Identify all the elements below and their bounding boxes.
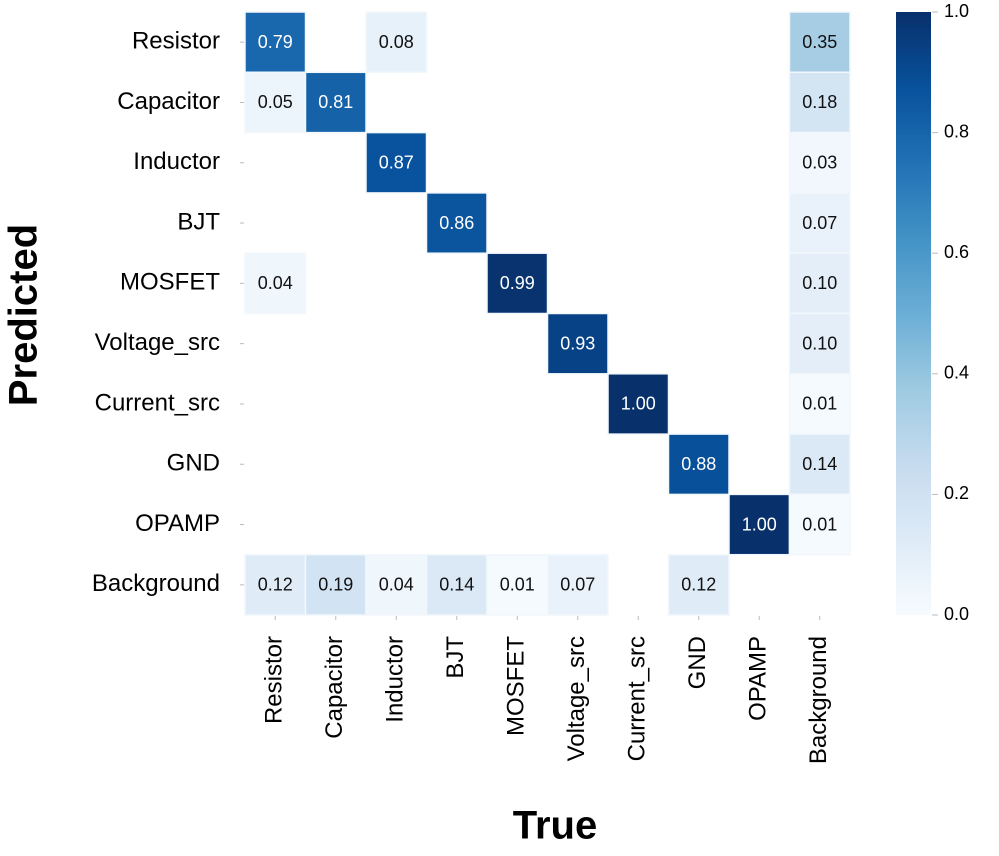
x-tick-label: Background	[805, 636, 832, 764]
y-tick-label: Background	[92, 570, 220, 597]
heatmap-cell	[365, 11, 428, 74]
heatmap-cell	[425, 192, 488, 254]
cell-label: 0.18	[802, 92, 837, 112]
cell-label: 0.07	[560, 575, 595, 595]
heatmap-cell	[667, 433, 730, 496]
cell-label: 0.87	[379, 153, 414, 173]
x-axis-title: True	[513, 804, 597, 848]
cell-label: 0.01	[500, 575, 535, 595]
heatmap-cell	[728, 493, 791, 556]
cell-label: 0.86	[439, 213, 474, 233]
x-tick-label: Current_src	[624, 636, 651, 761]
heatmap-cell	[244, 553, 307, 616]
x-tick-label: MOSFET	[503, 636, 530, 736]
heatmap-cell	[607, 373, 670, 435]
heatmap-cell	[365, 131, 428, 194]
heatmap-cell	[486, 553, 549, 616]
x-tick-label: Capacitor	[321, 636, 348, 739]
colorbar-tick-label: 0.0	[944, 604, 969, 624]
heatmap-cell	[304, 71, 367, 134]
cell-label: 0.04	[379, 575, 414, 595]
cell-label: 0.79	[258, 32, 293, 52]
cell-label: 1.00	[621, 394, 656, 414]
heatmap-cell	[667, 553, 730, 616]
heatmap-cell	[546, 553, 609, 616]
cell-label: 0.12	[258, 575, 293, 595]
cell-label: 0.35	[802, 32, 837, 52]
colorbar-tick-label: 1.0	[944, 1, 969, 21]
x-tick-label: Voltage_src	[563, 636, 590, 761]
cell-label: 0.19	[318, 575, 353, 595]
y-tick-label: Inductor	[133, 148, 220, 175]
cell-label: 0.14	[802, 454, 837, 474]
cell-label: 0.10	[802, 273, 837, 293]
y-tick-label: Resistor	[132, 27, 220, 54]
cell-label: 0.03	[802, 153, 837, 173]
colorbar-tick-label: 0.8	[944, 121, 969, 141]
heatmap-cell	[546, 312, 609, 375]
heatmap-cell	[788, 312, 851, 375]
cell-label: 1.00	[742, 514, 777, 534]
heatmap-cell	[788, 192, 851, 254]
y-tick-label: GND	[167, 450, 220, 477]
x-tick-label: GND	[684, 636, 711, 689]
x-tick-label: BJT	[442, 636, 469, 679]
y-tick-label: Voltage_src	[95, 329, 220, 356]
cell-label: 0.04	[258, 273, 293, 293]
cell-label: 0.08	[379, 32, 414, 52]
x-tick-label: Resistor	[261, 636, 288, 724]
y-tick-label: Current_src	[95, 389, 220, 416]
x-tick-label: OPAMP	[745, 636, 772, 721]
cell-label: 0.12	[681, 575, 716, 595]
colorbar-tick-label: 0.6	[944, 242, 969, 262]
heatmap-cell	[788, 11, 851, 74]
y-tick-label: MOSFET	[120, 269, 220, 296]
cell-label: 0.07	[802, 213, 837, 233]
heatmap-cell	[304, 553, 367, 616]
cell-label: 0.01	[802, 394, 837, 414]
colorbar	[896, 12, 931, 615]
y-tick-label: OPAMP	[135, 510, 220, 537]
y-axis-title: Predicted	[2, 224, 46, 406]
x-tick-label: Inductor	[382, 636, 409, 723]
heatmap-cell	[788, 252, 851, 315]
heatmap-cell	[788, 131, 851, 194]
heatmap-cell	[425, 553, 488, 616]
cell-label: 0.88	[681, 454, 716, 474]
cell-label: 0.05	[258, 92, 293, 112]
heatmap-cell	[244, 252, 307, 315]
y-tick-label: Capacitor	[117, 88, 220, 115]
cell-label: 0.14	[439, 575, 474, 595]
cell-label: 0.01	[802, 514, 837, 534]
y-tick-label: BJT	[177, 208, 220, 235]
cell-label: 0.99	[500, 273, 535, 293]
colorbar-tick-label: 0.2	[944, 483, 969, 503]
cell-label: 0.81	[318, 92, 353, 112]
cell-label: 0.10	[802, 333, 837, 353]
heatmap-cell	[486, 252, 549, 315]
cell-label: 0.93	[560, 333, 595, 353]
heatmap-cell	[788, 493, 851, 556]
colorbar-tick-label: 0.4	[944, 363, 969, 383]
